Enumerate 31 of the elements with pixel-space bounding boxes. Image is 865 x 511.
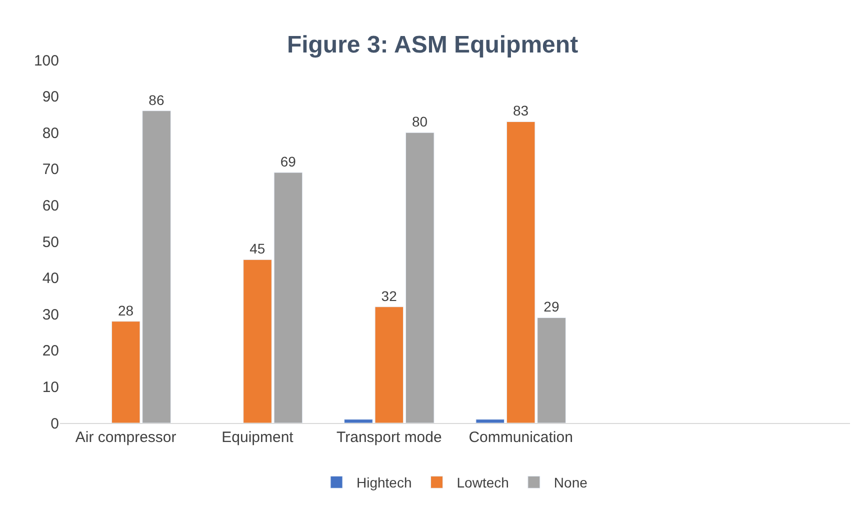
- y-tick-label: 10: [42, 378, 59, 396]
- data-label: 45: [250, 240, 266, 257]
- x-tick-label: Air compressor: [75, 429, 176, 446]
- y-tick-label: 80: [42, 124, 59, 142]
- y-tick-label: 70: [42, 161, 59, 178]
- data-label: 80: [412, 114, 428, 130]
- data-label: 83: [512, 102, 529, 119]
- data-label: 32: [381, 288, 398, 304]
- data-label: 28: [118, 302, 134, 318]
- data-label: 29: [544, 298, 560, 315]
- chart-title: Figure 3: ASM Equipment: [286, 32, 578, 59]
- x-tick-label: Equipment: [222, 429, 294, 446]
- data-label: 86: [148, 92, 164, 108]
- y-tick-label: 100: [34, 52, 59, 70]
- legend-label: Lowtech: [456, 474, 509, 491]
- y-tick-label: 40: [42, 270, 59, 288]
- legend-label: None: [554, 474, 588, 491]
- bar: [476, 419, 504, 423]
- data-label: 69: [280, 154, 296, 170]
- y-tick-label: 30: [42, 306, 59, 324]
- x-tick-label: Communication: [468, 429, 573, 446]
- bar: [406, 132, 434, 423]
- y-tick-label: 60: [42, 197, 59, 214]
- y-tick-label: 0: [50, 415, 59, 432]
- bar: [243, 259, 272, 423]
- x-tick-label: Transport mode: [336, 429, 442, 446]
- bar: [274, 172, 303, 423]
- legend-label: Hightech: [356, 474, 412, 491]
- y-tick-label: 50: [42, 234, 59, 251]
- y-tick-label: 90: [42, 88, 59, 106]
- y-tick-label: 20: [42, 342, 59, 360]
